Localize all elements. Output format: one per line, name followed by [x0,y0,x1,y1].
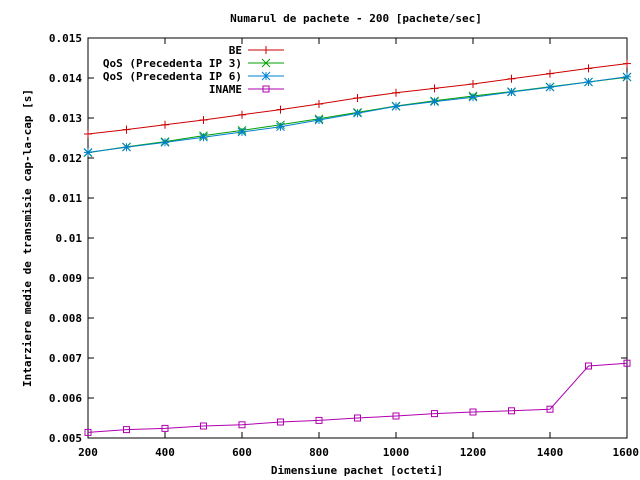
legend-label: BE [229,44,242,57]
data-point-plus [84,130,92,138]
data-point-plus [584,64,593,73]
data-point-star [622,72,632,82]
data-point-star [276,122,285,132]
data-point-star [83,148,93,157]
y-tick-label: 0.013 [49,112,82,125]
data-point-star [199,132,208,142]
data-point-square [84,428,92,436]
data-point-square [508,407,515,415]
data-point-plus [507,74,516,83]
y-tick-label: 0.009 [49,272,82,285]
data-point-square [200,422,207,430]
series-3 [84,359,631,436]
data-point-plus [623,59,631,68]
data-point-square [123,426,130,434]
x-tick-label: 1000 [383,446,410,459]
y-tick-label: 0.006 [49,392,82,405]
data-point-plus [262,46,270,54]
series-2 [83,72,632,157]
data-point-plus [199,116,208,124]
data-point-star [353,108,362,118]
x-tick-label: 1600 [613,446,640,459]
legend-label: INAME [209,83,242,96]
data-point-square [469,408,477,416]
data-point-star [122,142,131,152]
data-point-plus [122,125,131,134]
series-group [83,59,632,436]
x-tick-label: 600 [232,446,252,459]
y-tick-label: 0.012 [49,152,82,165]
legend-label: QoS (Precedenta IP 3) [103,57,242,70]
y-tick-label: 0.008 [49,312,82,325]
data-point-square [277,418,284,426]
data-point-plus [276,105,285,114]
data-point-plus [469,80,477,88]
x-tick-label: 400 [155,446,175,459]
data-point-star [261,71,271,81]
data-point-square [238,421,246,429]
y-tick-label: 0.01 [56,232,83,245]
data-point-star [160,138,170,147]
data-point-star [584,77,593,87]
series-0 [84,59,631,138]
y-tick-label: 0.005 [49,432,82,445]
y-axis-label: Intarziere medie de transmisie cap-la-ca… [21,89,34,387]
y-tick-label: 0.011 [49,192,82,205]
data-point-square [354,414,361,422]
data-point-star [391,102,401,111]
data-point-star [468,92,478,102]
data-point-plus [430,84,439,93]
data-point-square [623,359,631,367]
data-point-plus [315,100,323,108]
data-point-star [314,115,324,125]
x-tick-label: 1400 [537,446,564,459]
data-point-star [237,127,247,137]
x-axis-label: Dimensiune pachet [octeti] [271,464,443,477]
data-point-plus [392,88,400,97]
y-tick-label: 0.014 [49,72,82,85]
data-point-plus [546,69,554,78]
data-point-star [507,87,516,97]
chart-title: Numarul de pachete - 200 [pachete/sec] [230,12,482,25]
data-point-star [545,82,555,92]
data-point-square [585,362,592,370]
data-point-square [262,85,270,93]
y-tick-label: 0.007 [49,352,82,365]
data-point-square [392,412,400,420]
data-point-plus [238,110,246,119]
axis-ticks: 0.005 0.006 0.007 0.008 0.009 0.01 0.011 0.012 0… [49,32,639,459]
data-point-plus [161,120,169,129]
data-point-plus [353,94,362,102]
data-point-square [431,410,438,418]
x-tick-label: 200 [78,446,98,459]
legend-label: QoS (Precedenta IP 6) [103,70,242,83]
x-tick-label: 1200 [460,446,487,459]
data-point-square [161,424,169,432]
data-point-star [430,97,439,106]
data-point-square [546,405,554,413]
x-tick-label: 800 [309,446,329,459]
data-point-cross [261,58,271,68]
data-point-square [315,416,323,424]
y-tick-label: 0.015 [49,32,82,45]
series-line [87,362,628,433]
